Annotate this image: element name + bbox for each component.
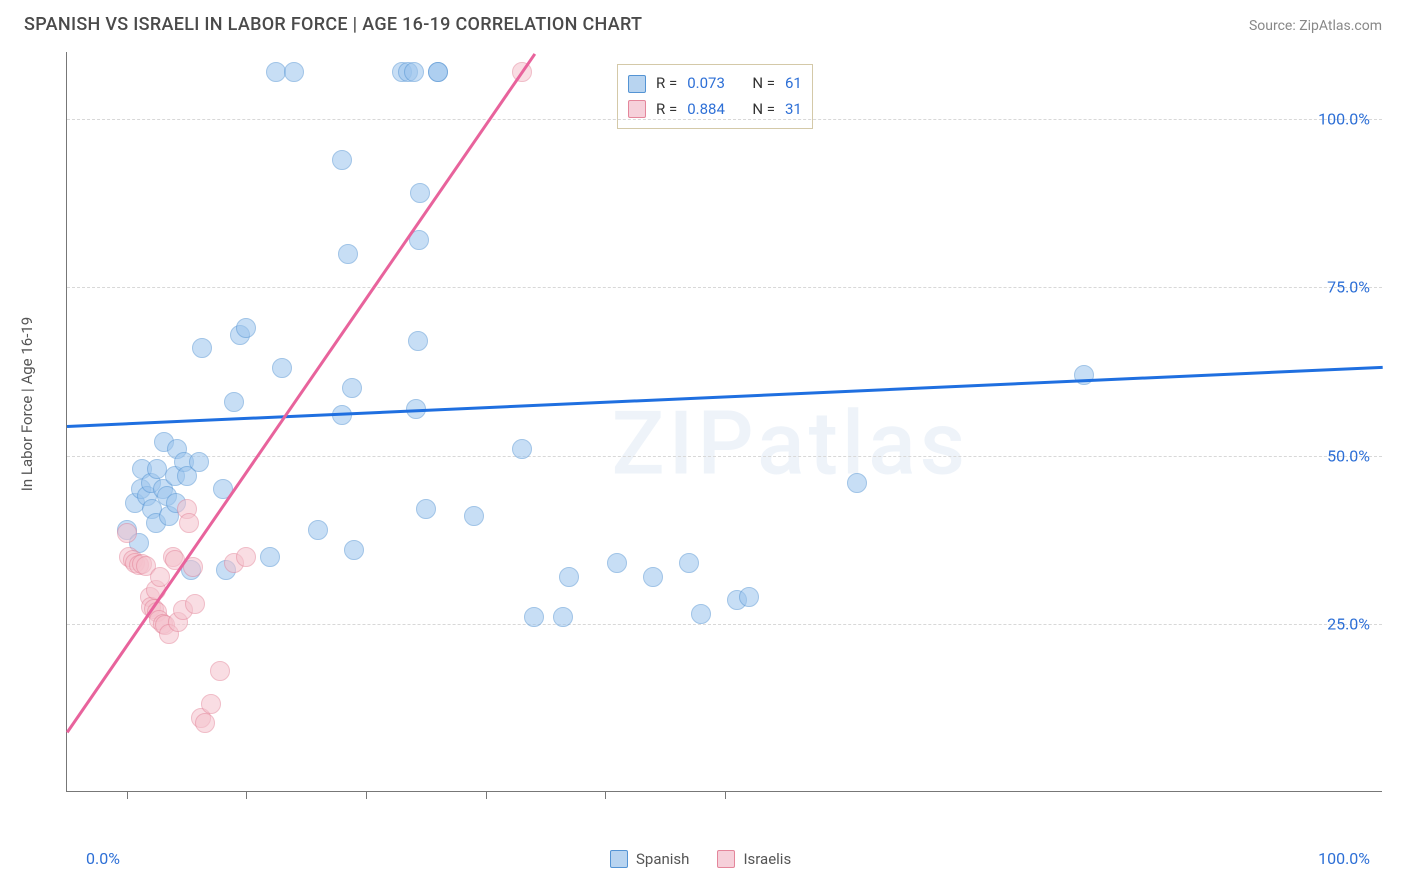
chart-area: In Labor Force | Age 16-19 ZIPatlas R = … [40, 52, 1382, 838]
y-tick-label: 50.0% [1327, 446, 1370, 465]
data-point [344, 540, 364, 560]
data-point [308, 520, 328, 540]
data-point [416, 499, 436, 519]
stat-value-n: 61 [785, 71, 802, 97]
chart-source: Source: ZipAtlas.com [1249, 18, 1382, 34]
x-tick [366, 791, 367, 799]
x-tick [486, 791, 487, 799]
data-point [201, 694, 221, 714]
data-point [342, 378, 362, 398]
data-point [338, 244, 358, 264]
trend-line [66, 53, 536, 733]
legend-item-spanish: Spanish [610, 850, 689, 868]
data-point [847, 473, 867, 493]
data-point [607, 553, 627, 573]
square-icon [610, 850, 628, 868]
scatter-plot: ZIPatlas R = 0.073 N = 61 R = 0.884 N = … [66, 52, 1382, 792]
data-point [404, 62, 424, 82]
data-point [553, 607, 573, 627]
y-tick-label: 100.0% [1318, 110, 1370, 129]
square-icon [628, 75, 646, 93]
data-point [643, 567, 663, 587]
data-point [192, 338, 212, 358]
data-point [236, 547, 256, 567]
gridline [67, 456, 1382, 457]
chart-legend: Spanish Israelis [610, 850, 791, 868]
data-point [679, 553, 699, 573]
data-point [236, 318, 256, 338]
y-tick-label: 25.0% [1327, 614, 1370, 633]
data-point [691, 604, 711, 624]
stat-value-r: 0.884 [687, 97, 725, 123]
x-tick [127, 791, 128, 799]
data-point [260, 547, 280, 567]
data-point [559, 567, 579, 587]
stat-label: R = [656, 97, 677, 123]
data-point [284, 62, 304, 82]
stat-value-r: 0.073 [687, 71, 725, 97]
gridline [67, 624, 1382, 625]
data-point [739, 587, 759, 607]
data-point [179, 513, 199, 533]
x-tick-label: 100.0% [1318, 849, 1370, 868]
legend-item-israelis: Israelis [717, 850, 791, 868]
x-tick [725, 791, 726, 799]
gridline [67, 287, 1382, 288]
data-point [272, 358, 292, 378]
y-tick-label: 75.0% [1327, 278, 1370, 297]
y-axis-label: In Labor Force | Age 16-19 [18, 317, 36, 491]
stat-label: N = [752, 71, 775, 97]
data-point [210, 661, 230, 681]
data-point [512, 439, 532, 459]
x-tick [605, 791, 606, 799]
stat-value-n: 31 [785, 97, 802, 123]
data-point [410, 183, 430, 203]
data-point [224, 392, 244, 412]
stat-label: R = [656, 71, 677, 97]
data-point [428, 62, 448, 82]
data-point [408, 331, 428, 351]
data-point [332, 150, 352, 170]
data-point [464, 506, 484, 526]
data-point [195, 713, 215, 733]
data-point [524, 607, 544, 627]
square-icon [628, 100, 646, 118]
chart-title: SPANISH VS ISRAELI IN LABOR FORCE | AGE … [24, 14, 642, 35]
data-point [185, 594, 205, 614]
trend-line [67, 365, 1383, 427]
square-icon [717, 850, 735, 868]
gridline [67, 119, 1382, 120]
legend-label: Israelis [743, 850, 791, 868]
stat-label: N = [752, 97, 775, 123]
x-tick [246, 791, 247, 799]
stats-row-israelis: R = 0.884 N = 31 [628, 97, 802, 123]
legend-label: Spanish [636, 850, 689, 868]
data-point [117, 523, 137, 543]
stats-row-spanish: R = 0.073 N = 61 [628, 71, 802, 97]
data-point [189, 452, 209, 472]
watermark-text: ZIPatlas [611, 392, 969, 495]
x-tick-label: 0.0% [86, 849, 120, 868]
